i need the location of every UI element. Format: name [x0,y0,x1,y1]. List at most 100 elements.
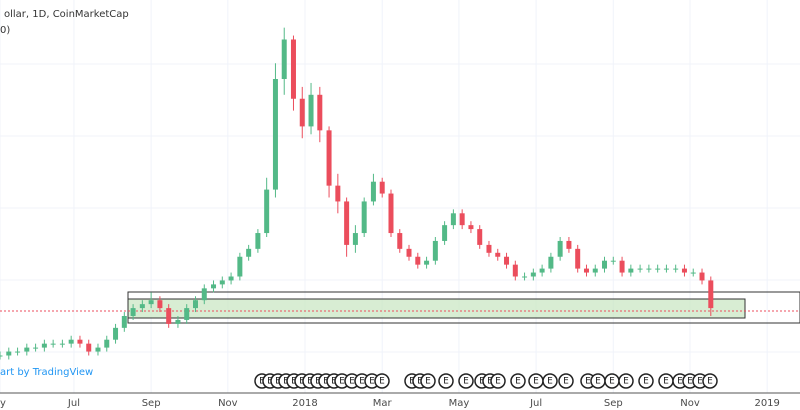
candle-body [201,288,207,301]
event-label: E [677,377,683,387]
candle-body [95,347,101,352]
x-tick-label: Jul [529,398,542,409]
candle-body [708,280,714,309]
candle-body [290,39,296,99]
candle-body [6,351,12,356]
event-circle [542,373,558,389]
candle-body [583,268,589,273]
candle-body [575,248,581,269]
candle-body [272,79,278,190]
event-label: E [707,377,713,387]
candle-body [699,272,705,281]
event-label: E [307,377,313,387]
event-circle [458,373,474,389]
candle-body [246,248,252,257]
candle-body [68,339,74,344]
event-label: E [595,377,601,387]
vertical-grid [0,0,768,393]
candle-body [77,339,83,344]
candle-body [317,94,323,131]
event-label: E [533,377,539,387]
candle-body [192,300,198,309]
event-label: E [417,377,423,387]
candle-body [610,260,616,262]
candle-body [539,268,545,273]
event-label: E [463,377,469,387]
candle-body [486,244,492,253]
candle-body [255,233,261,249]
candle-body [548,256,554,269]
event-label: E [323,377,329,387]
event-label: E [479,377,485,387]
candle-body [628,268,634,273]
candle-body [361,201,367,234]
event-label: E [409,377,415,387]
event-label: E [495,377,501,387]
candle-body [130,308,136,316]
candle-body [166,308,172,324]
event-label: E [609,377,615,387]
candle-body [495,252,501,257]
candle-body [370,181,376,202]
event-label: E [623,377,629,387]
candle-body [41,343,47,348]
x-tick-label: y [0,398,6,409]
x-tick-label: Nov [218,398,238,409]
candle-body [530,272,536,277]
candle-body [388,193,394,234]
chart-subtitle: 0) [0,25,10,36]
candle-body [335,185,341,202]
candle-body [450,213,456,226]
candle-body [175,319,181,324]
candle-body [619,260,625,273]
event-circle [638,373,654,389]
event-label: E [369,377,375,387]
event-label: E [547,377,553,387]
event-circle [420,373,436,389]
candle-body [637,268,643,270]
candle-body [566,240,572,249]
event-label: E [349,377,355,387]
candle-body [139,304,145,309]
event-circle [510,373,526,389]
event-label: E [379,377,385,387]
event-label: E [585,377,591,387]
x-tick-label: Nov [680,398,700,409]
candle-body [477,229,483,245]
candle-body [379,181,385,194]
candle-body [602,260,608,269]
x-tick-label: 2019 [754,398,779,409]
event-label: E [515,377,521,387]
candle-body [237,256,243,277]
candle-body [157,300,163,309]
x-tick-label: 2018 [292,398,317,409]
candle-body [557,240,563,257]
chart-title: ollar, 1D, CoinMarketCap [4,9,129,20]
candle-body [86,343,92,352]
candle-body [352,233,358,245]
credit: art by TradingView [0,367,93,378]
x-tick-label: Mar [373,398,393,409]
support-zone [127,298,746,319]
candle-body [113,327,119,340]
candle-body [504,256,510,265]
candle-body [468,225,474,230]
candle-body [415,256,421,265]
candle-body [184,308,190,320]
event-circle [558,373,574,389]
candle-body [59,343,65,345]
x-tick-label: Sep [604,398,623,409]
event-label: E [563,377,569,387]
candle-body [264,189,270,234]
event-label: E [331,377,337,387]
candle-body [228,276,234,281]
candle-body [104,339,110,348]
event-label: E [443,377,449,387]
event-label: E [697,377,703,387]
candle-body [211,284,217,289]
horizontal-grid [0,63,800,353]
candle-body [442,225,448,241]
